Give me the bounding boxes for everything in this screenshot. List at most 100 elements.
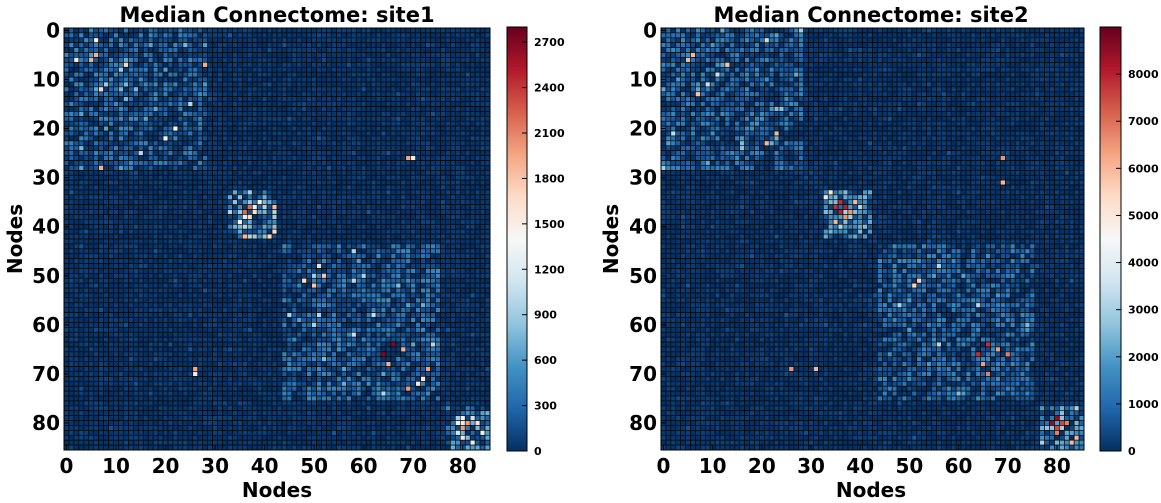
heatmap-cell xyxy=(232,194,238,201)
heatmap-cell xyxy=(455,91,461,98)
heatmap-cell xyxy=(286,297,293,304)
heatmap-cell xyxy=(162,71,169,78)
heatmap-cell xyxy=(350,253,357,259)
heatmap-cell xyxy=(440,263,446,269)
heatmap-cell xyxy=(445,52,451,58)
heatmap-cell xyxy=(217,184,223,191)
heatmap-cell xyxy=(336,52,342,58)
heatmap-cell xyxy=(276,258,283,264)
heatmap-cell xyxy=(63,277,70,284)
heatmap-cell xyxy=(187,52,194,58)
heatmap-cell xyxy=(118,52,124,58)
heatmap-cell xyxy=(237,160,243,166)
heatmap-cell xyxy=(78,292,85,299)
heatmap-cell xyxy=(286,27,293,34)
heatmap-cell xyxy=(281,86,288,93)
heatmap-cell xyxy=(341,292,347,299)
heatmap-cell xyxy=(276,297,283,304)
heatmap-cell xyxy=(217,66,223,73)
heatmap-cell xyxy=(177,233,184,240)
heatmap-cell xyxy=(271,263,278,269)
heatmap-cell xyxy=(138,62,144,68)
heatmap-cell xyxy=(390,214,397,220)
heatmap-cell xyxy=(68,47,75,53)
heatmap-cell xyxy=(78,199,85,205)
heatmap-cell xyxy=(73,238,80,245)
heatmap-cell xyxy=(296,238,303,245)
heatmap-cell xyxy=(390,160,397,166)
heatmap-cell xyxy=(227,37,233,44)
heatmap-cell xyxy=(118,96,124,102)
heatmap-cell xyxy=(474,62,481,68)
heatmap-cell xyxy=(197,140,203,147)
heatmap-cell xyxy=(217,233,223,240)
heatmap-cell xyxy=(88,42,95,48)
heatmap-cell xyxy=(118,76,124,83)
heatmap-cell xyxy=(311,120,317,127)
heatmap-cell xyxy=(306,199,312,205)
heatmap-cell xyxy=(187,189,194,196)
heatmap-cell xyxy=(123,140,129,147)
heatmap-cell xyxy=(73,62,80,68)
heatmap-cell xyxy=(321,120,327,127)
heatmap-cell xyxy=(400,307,407,313)
heatmap-cell xyxy=(147,91,154,98)
heatmap-cell xyxy=(192,150,199,156)
heatmap-cell xyxy=(147,81,154,88)
heatmap-cell xyxy=(222,155,228,161)
heatmap-cell xyxy=(350,96,357,102)
heatmap-cell xyxy=(73,312,80,318)
heatmap-cell xyxy=(123,135,129,142)
heatmap-cell xyxy=(103,228,109,235)
heatmap-cell xyxy=(177,268,184,274)
heatmap-cell xyxy=(266,27,273,34)
heatmap-cell xyxy=(390,179,397,186)
heatmap-cell xyxy=(415,130,421,137)
heatmap-cell xyxy=(227,277,233,284)
heatmap-cell xyxy=(172,62,179,68)
heatmap-cell xyxy=(251,52,258,58)
heatmap-cell xyxy=(187,101,194,107)
heatmap-cell xyxy=(222,86,228,93)
heatmap-cell xyxy=(217,219,223,225)
heatmap-cell xyxy=(484,37,491,44)
heatmap-cell xyxy=(217,174,223,181)
heatmap-cell xyxy=(187,268,194,274)
heatmap-cell xyxy=(286,223,293,230)
heatmap-cell xyxy=(455,199,461,205)
heatmap-cell xyxy=(78,248,85,255)
heatmap-cell xyxy=(341,62,347,68)
heatmap-cell xyxy=(108,42,114,48)
heatmap-cell xyxy=(266,145,273,151)
heatmap-cell xyxy=(128,37,134,44)
heatmap-cell xyxy=(336,135,342,142)
heatmap-cell xyxy=(385,282,392,289)
heatmap-cell xyxy=(162,91,169,98)
heatmap-cell xyxy=(108,71,114,78)
heatmap-cell xyxy=(316,238,322,245)
heatmap-cell xyxy=(370,282,377,289)
heatmap-cell xyxy=(271,209,278,215)
heatmap-cell xyxy=(63,263,70,269)
heatmap-cell xyxy=(251,292,258,299)
heatmap-cell xyxy=(103,258,109,264)
heatmap-cell xyxy=(405,27,412,34)
heatmap-cell xyxy=(88,277,95,284)
heatmap-cell xyxy=(400,32,407,39)
heatmap-cell xyxy=(385,150,392,156)
heatmap-cell xyxy=(197,238,203,245)
heatmap-cell xyxy=(152,57,159,63)
heatmap-cell xyxy=(197,277,203,284)
heatmap-cell xyxy=(227,233,233,240)
heatmap-cell xyxy=(73,204,80,210)
heatmap-cell xyxy=(147,135,154,142)
heatmap-cell xyxy=(430,86,436,93)
heatmap-cell xyxy=(410,111,416,117)
heatmap-cell xyxy=(281,219,288,225)
heatmap-cell xyxy=(311,273,317,279)
heatmap-cell xyxy=(440,243,446,250)
heatmap-cell xyxy=(232,135,238,142)
heatmap-cell xyxy=(98,170,104,176)
heatmap-cell xyxy=(113,233,119,240)
